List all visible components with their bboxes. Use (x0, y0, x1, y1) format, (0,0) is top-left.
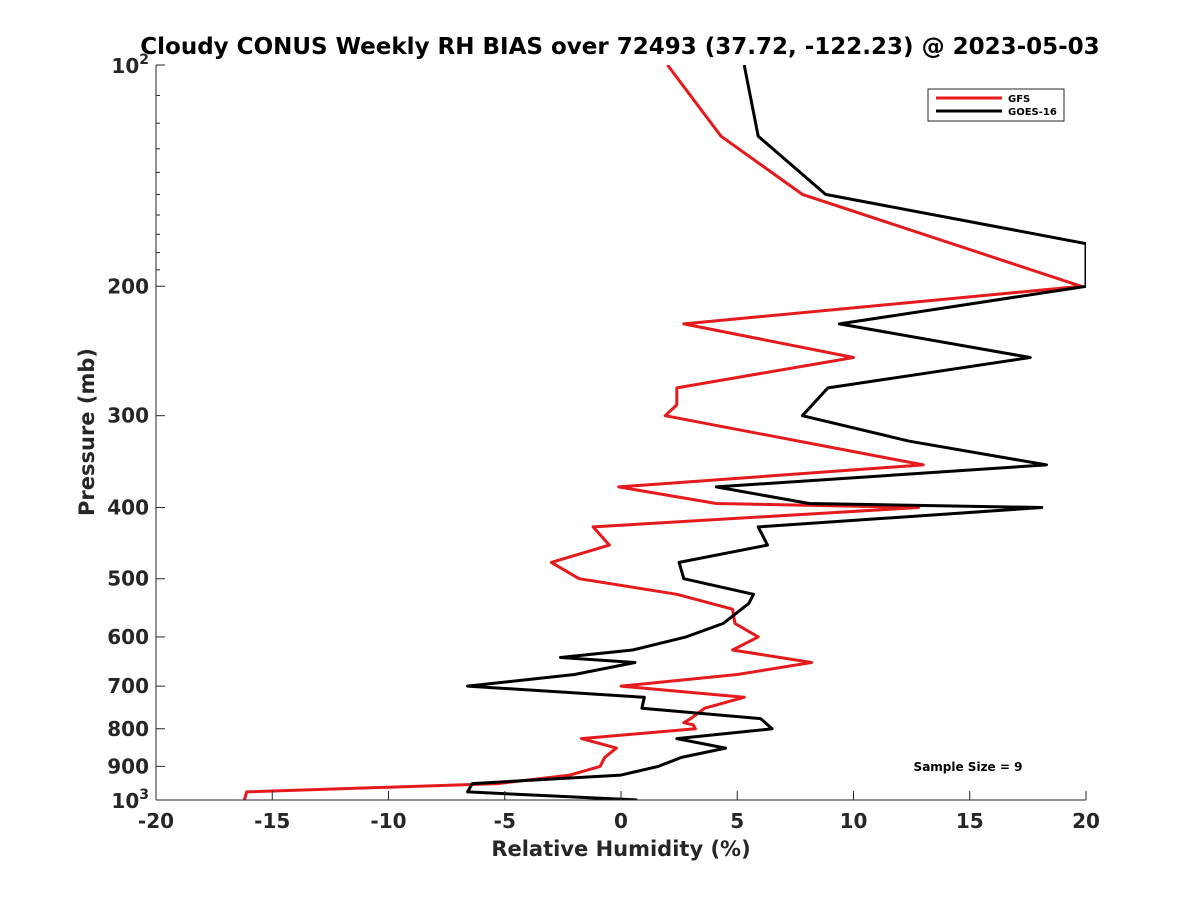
x-axis-title: Relative Humidity (%) (491, 837, 750, 861)
x-tick-label: 20 (1072, 809, 1100, 833)
x-tick-label: 15 (956, 809, 984, 833)
series-line-goes-16 (466, 65, 1086, 800)
y-tick-label: 600 (107, 625, 149, 649)
x-tick-label: 5 (730, 809, 744, 833)
legend-label: GOES-16 (1008, 107, 1057, 118)
x-tick-label: 10 (840, 809, 868, 833)
y-tick-label: 400 (107, 496, 149, 520)
y-tick-label: 900 (107, 754, 149, 778)
x-tick-label: -5 (494, 809, 516, 833)
y-axis-title: Pressure (mb) (75, 348, 99, 516)
y-tick-label: 200 (107, 274, 149, 298)
chart-title: Cloudy CONUS Weekly RH BIAS over 72493 (… (140, 34, 1099, 60)
y-tick-label: 300 (107, 404, 149, 428)
y-tick-label: 800 (107, 717, 149, 741)
plot-area (242, 65, 1086, 800)
legend: GFS GOES-16 (927, 88, 1065, 122)
legend-label: GFS (1008, 94, 1030, 105)
y-tick-label: 102 (111, 52, 149, 78)
series-line-gfs (242, 65, 1083, 800)
sample-size-annotation: Sample Size = 9 (914, 760, 1023, 774)
x-tick-label: 0 (614, 809, 628, 833)
y-tick-label: 500 (107, 567, 149, 591)
legend-box (927, 88, 1065, 122)
y-tick-label: 700 (107, 674, 149, 698)
x-tick-label: -20 (138, 809, 174, 833)
x-axis: -20 -15 -10 -5 0 5 10 15 20 (138, 791, 1100, 833)
x-tick-label: -15 (254, 809, 290, 833)
x-tick-label: -10 (370, 809, 406, 833)
